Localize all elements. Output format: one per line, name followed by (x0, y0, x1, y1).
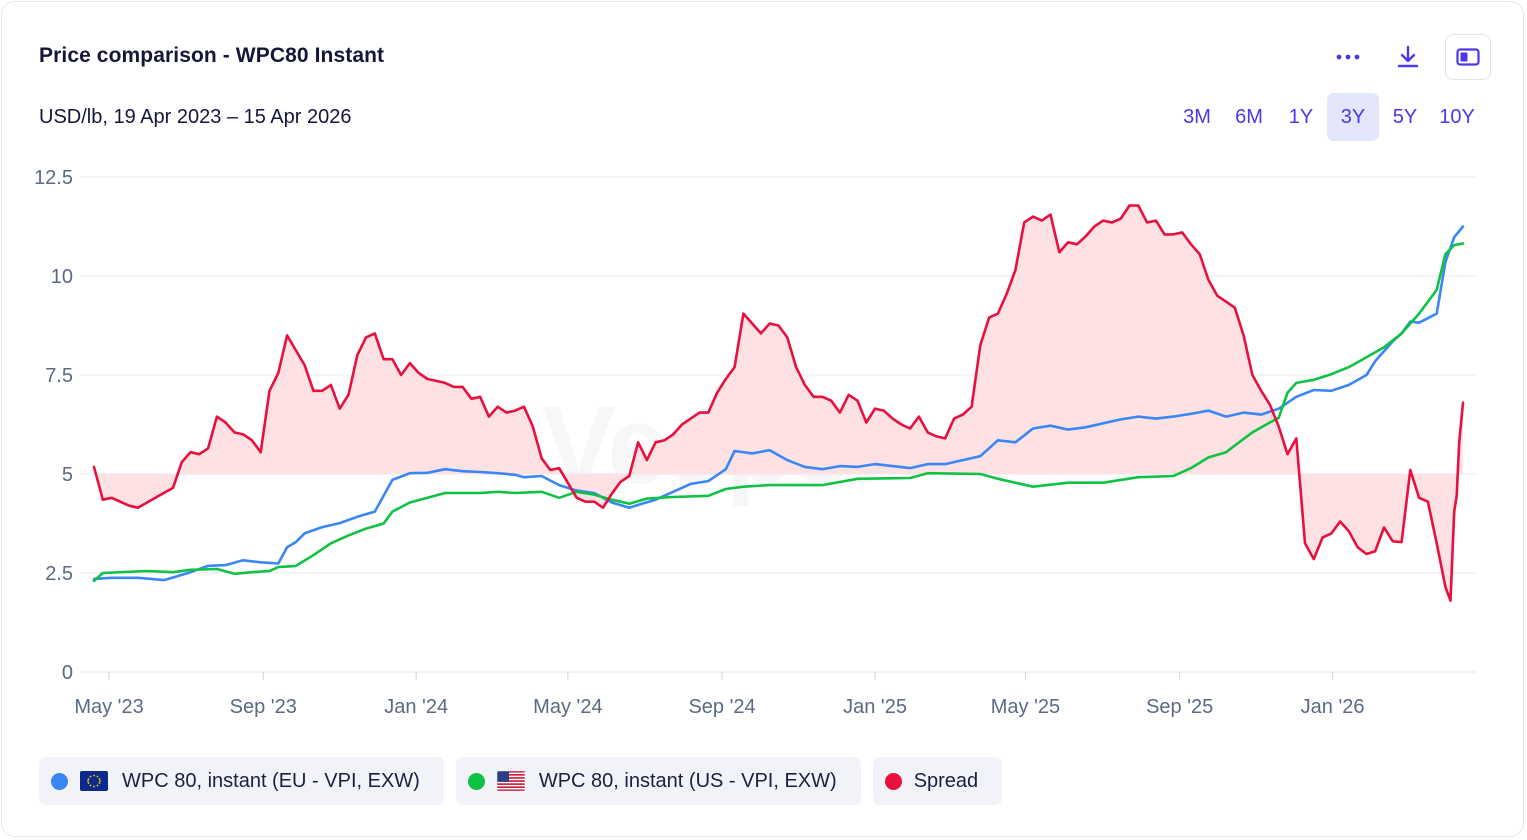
series-line-spread (92, 204, 1465, 603)
legend-label-spread: Spread (913, 769, 979, 792)
y-tick-label: 0 (62, 662, 73, 684)
legend-label-us: WPC 80, instant (US - VPI, EXW) (538, 769, 837, 792)
y-tick-label: 10 (51, 266, 73, 288)
legend-item-eu[interactable]: WPC 80, instant (EU - VPI, EXW) (39, 757, 444, 805)
y-tick-label: 7.5 (45, 365, 73, 387)
legend-dot-us (467, 772, 485, 790)
series-line-us (92, 242, 1465, 583)
chart-subtitle: USD/lb, 19 Apr 2023 – 15 Apr 2026 (39, 106, 352, 128)
x-tick-label: May '23 (74, 696, 143, 718)
range-5y[interactable]: 5Y (1392, 105, 1418, 128)
range-6m[interactable]: 6M (1235, 105, 1263, 128)
x-tick-label: Sep '25 (1146, 696, 1213, 718)
x-tick-label: Sep '23 (230, 696, 297, 718)
spread-area (94, 205, 1463, 601)
legend-item-spread[interactable]: Spread (872, 757, 1003, 805)
x-tick-label: Sep '24 (688, 696, 755, 718)
more-dots-icon (1336, 54, 1360, 60)
series-line-eu (92, 225, 1465, 582)
x-tick-label: May '24 (533, 696, 602, 718)
range-10y[interactable]: 10Y (1439, 105, 1475, 128)
chart-title: Price comparison - WPC80 Instant (39, 44, 385, 67)
x-tick-label: Jan '24 (384, 696, 448, 718)
download-icon (1397, 45, 1419, 68)
range-1y[interactable]: 1Y (1288, 105, 1314, 128)
y-tick-label: 12.5 (34, 167, 73, 189)
legend-label-eu: WPC 80, instant (EU - VPI, EXW) (122, 769, 420, 792)
range-selector: 3M 6M 1Y 3Y 5Y 10Y (1171, 93, 1483, 141)
download-button[interactable] (1385, 34, 1431, 80)
range-3m[interactable]: 3M (1183, 105, 1211, 128)
x-tick-label: Jan '26 (1301, 696, 1365, 718)
chart-legend: WPC 80, instant (EU - VPI, EXW) WPC 80, … (39, 757, 1003, 805)
legend-item-us[interactable]: WPC 80, instant (US - VPI, EXW) (455, 757, 861, 805)
sidebar-layout-icon (1456, 48, 1480, 66)
x-tick-label: May '25 (991, 696, 1060, 718)
y-tick-label: 5 (62, 464, 73, 486)
y-tick-label: 2.5 (45, 563, 73, 585)
us-flag-icon (496, 771, 525, 791)
more-options-button[interactable] (1325, 34, 1371, 80)
eu-flag-icon (80, 771, 108, 791)
legend-dot-spread (884, 772, 902, 790)
range-3y[interactable]: 3Y (1327, 93, 1379, 141)
legend-dot-eu (51, 772, 68, 790)
line-chart: 0 2.5 5 7.5 10 12.5 May '23 Sep '23 Jan '24 May '… (34, 167, 1476, 718)
layout-toggle-button[interactable] (1445, 34, 1491, 80)
x-tick-label: Jan '25 (843, 696, 907, 718)
